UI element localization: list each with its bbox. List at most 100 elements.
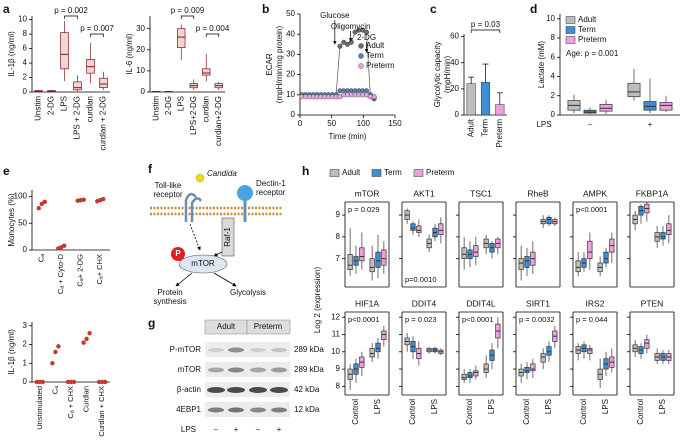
x-tick-label: LPS — [544, 399, 553, 414]
point — [364, 92, 370, 98]
annotation: p = 0.029 — [348, 205, 380, 214]
point — [56, 344, 61, 349]
mtor-node — [178, 254, 228, 274]
y-axis-title: Log 2 (expression) — [313, 267, 322, 334]
group-label: Adult — [217, 322, 236, 331]
x-tick-label: 0 — [298, 119, 303, 128]
y-tick-label: 11 — [332, 330, 341, 339]
annotation: p = 0.03 — [471, 20, 501, 29]
band — [228, 367, 244, 373]
group-header — [246, 319, 291, 335]
legend-swatch — [371, 169, 382, 177]
point — [53, 349, 58, 355]
box — [73, 81, 82, 91]
box — [483, 363, 489, 373]
y-tick-label: 0 — [455, 110, 460, 119]
y-tick-label: 50 — [18, 218, 27, 227]
bracket — [64, 15, 78, 19]
point — [40, 379, 45, 385]
point — [42, 199, 47, 204]
y-axis-title: Glycolytic capacity — [433, 42, 442, 108]
panel-label: a — [3, 2, 10, 16]
annotation: p = 0.009 — [171, 6, 205, 15]
x-tick-label: Unstim — [151, 96, 160, 121]
tlr-icon — [184, 192, 203, 222]
panel-title: HIF1A — [355, 298, 379, 308]
panel-title: SIRT1 — [526, 298, 550, 308]
x-tick-label: Curdlan — [82, 386, 91, 412]
blot-strip — [205, 402, 290, 417]
band — [208, 407, 224, 413]
x-tick-label: curdlan+2-DG — [214, 96, 223, 146]
y-tick-label: 9 — [336, 364, 341, 373]
box — [524, 256, 530, 268]
box — [60, 32, 69, 70]
x-tick-label: LPS — [430, 399, 439, 414]
box — [381, 249, 387, 266]
annotation: p = 0.044 — [576, 315, 608, 324]
bar — [495, 104, 505, 116]
box — [369, 258, 375, 273]
legend-label: Preterm — [578, 35, 607, 44]
x-tick-label: LPS + 2-DG — [73, 96, 82, 139]
x-tick-label: Preterm — [495, 119, 504, 148]
box — [473, 245, 479, 257]
blot-strip — [205, 362, 290, 377]
bar — [466, 83, 476, 116]
y-tick-label: 4 — [551, 72, 556, 81]
y-tick-label: 10 — [286, 90, 295, 99]
box — [347, 253, 353, 270]
x-tick-label: 150 — [388, 119, 402, 128]
x-tick-label: Unstimulated — [35, 386, 44, 430]
candida-label: Candida — [207, 169, 237, 178]
blot-row-label: mTOR — [178, 365, 202, 374]
box — [461, 247, 467, 260]
legend-label: Adult — [578, 15, 597, 24]
band — [250, 348, 266, 352]
y-tick-label: 50 — [286, 9, 295, 18]
band — [271, 367, 287, 373]
box — [518, 258, 524, 270]
legend-swatch — [413, 169, 424, 177]
box — [660, 232, 666, 240]
x-tick-label: LPS — [658, 399, 667, 414]
legend-label: Adult — [342, 168, 361, 177]
y-axis-title: (mpH/min/mg protein) — [275, 25, 284, 103]
treatment-sign: – — [256, 425, 261, 434]
band — [207, 387, 225, 393]
treatment-sign: – — [214, 425, 219, 434]
panel-title: TSC1 — [470, 188, 492, 198]
point — [337, 94, 343, 100]
x-tick-label: Cₐ + CHX — [66, 386, 75, 419]
x-tick-label: Control — [351, 399, 360, 425]
y-tick-label: 9 — [336, 210, 341, 219]
x-tick-label: 100 — [357, 119, 371, 128]
y-tick-label: 100 — [14, 192, 28, 201]
x-tick-label: + — [648, 120, 653, 129]
band — [271, 407, 287, 413]
y-tick-label: 7 — [336, 254, 341, 263]
legend-label: Term — [366, 51, 384, 60]
y-tick-label: 8 — [336, 381, 341, 390]
annotation: p=0.0010 — [405, 275, 437, 284]
panel-title: DDIT4L — [466, 298, 496, 308]
legend-swatch — [565, 36, 576, 44]
candida-icon — [195, 173, 205, 183]
point — [345, 41, 351, 47]
bar — [480, 82, 491, 116]
box — [359, 247, 365, 262]
point — [87, 331, 92, 336]
arrow — [175, 272, 193, 287]
legend-marker — [358, 43, 364, 49]
box — [461, 373, 467, 380]
panel-title: IRS2 — [586, 298, 605, 308]
y-axis-title: IL-1β (ng/ml) — [7, 329, 16, 375]
x-tick-label: Control — [522, 399, 531, 425]
dectin-label: receptor — [256, 188, 286, 197]
x-tick-label: Control — [636, 399, 645, 425]
y-tick-label: 40 — [286, 29, 295, 38]
output-label: Glycolysis — [230, 288, 266, 297]
box — [587, 240, 593, 260]
